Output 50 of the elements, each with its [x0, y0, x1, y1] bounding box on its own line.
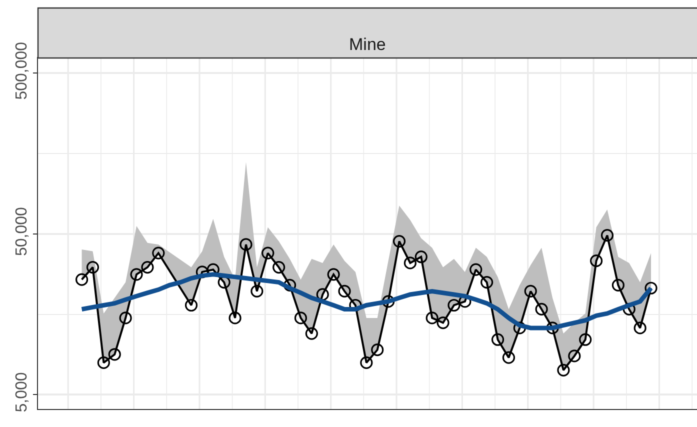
- y-tick-label: 50,000: [14, 206, 30, 256]
- point: [502, 351, 516, 364]
- point: [448, 298, 460, 312]
- point: [262, 246, 274, 260]
- point: [294, 312, 308, 324]
- point: [382, 295, 395, 308]
- point: [524, 284, 537, 298]
- y-tick-label: 500,000: [14, 42, 30, 100]
- point: [338, 284, 351, 298]
- point: [600, 229, 614, 242]
- point: [272, 261, 286, 274]
- point: [305, 327, 318, 340]
- point: [119, 312, 132, 324]
- y-tick-label: 5,000: [14, 372, 30, 412]
- point: [141, 261, 154, 274]
- point: [218, 276, 230, 289]
- point: [97, 356, 110, 370]
- point: [414, 250, 428, 264]
- point: [108, 348, 121, 361]
- point: [316, 288, 329, 301]
- point: [513, 322, 526, 334]
- point: [590, 254, 603, 268]
- point: [535, 302, 548, 316]
- point: [371, 344, 384, 356]
- point: [568, 350, 581, 362]
- point: [426, 312, 438, 324]
- point: [228, 312, 242, 324]
- point: [184, 298, 198, 312]
- point: [86, 261, 100, 274]
- point: [579, 333, 592, 346]
- point: [392, 234, 406, 248]
- point: [250, 284, 264, 298]
- point: [436, 316, 450, 330]
- point: [360, 356, 373, 370]
- point: [470, 263, 482, 276]
- point: [404, 256, 416, 270]
- point: [634, 322, 646, 334]
- point: [644, 282, 658, 294]
- point: [130, 268, 143, 281]
- chart-title: Mine: [349, 35, 386, 54]
- point: [327, 268, 340, 281]
- point: [480, 276, 494, 289]
- point: [546, 322, 559, 334]
- point: [152, 246, 165, 260]
- point: [612, 278, 624, 292]
- point: [283, 278, 296, 292]
- point: [75, 273, 88, 286]
- point: [491, 333, 504, 346]
- point: [240, 238, 252, 251]
- point: [557, 364, 570, 376]
